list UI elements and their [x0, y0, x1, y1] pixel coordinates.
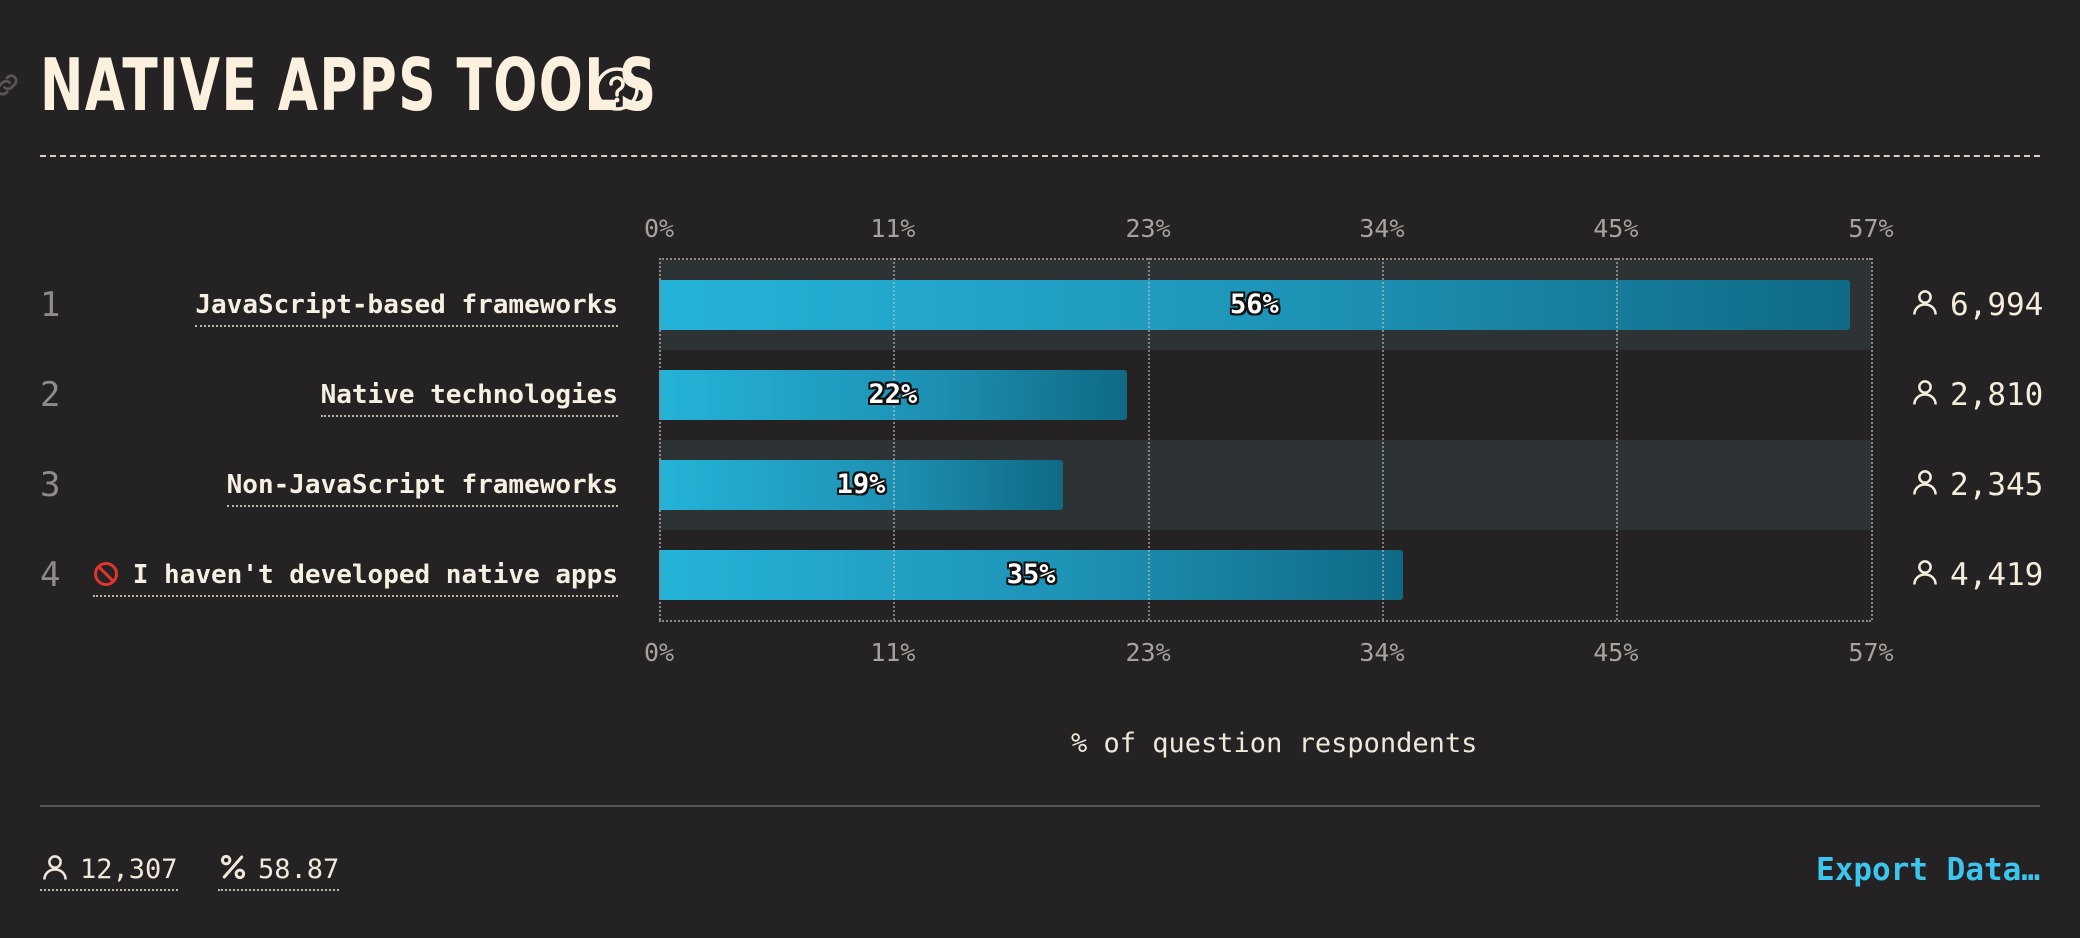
respondent-count-value: 2,810: [1950, 377, 2044, 413]
tick-label-top: 57%: [1848, 214, 1894, 243]
export-data-button[interactable]: Export Data…: [1816, 852, 2040, 888]
tick-label-top: 11%: [870, 214, 916, 243]
row-rank: 4: [40, 555, 61, 595]
prohibited-icon: [93, 562, 118, 586]
bar[interactable]: [659, 550, 1404, 600]
respondents-count: 12,307: [80, 854, 178, 885]
category-label[interactable]: JavaScript-based frameworks: [195, 285, 618, 327]
bar-value-label: 56%: [1229, 289, 1279, 320]
gridline: [1871, 258, 1873, 620]
category-label[interactable]: Native technologies: [320, 375, 618, 417]
question-circle-icon[interactable]: [594, 66, 640, 112]
row-rank: 1: [40, 285, 61, 325]
tick-label-top: 45%: [1593, 214, 1639, 243]
gridline: [659, 258, 661, 620]
tick-label-top: 23%: [1125, 214, 1171, 243]
row-rank: 3: [40, 465, 61, 505]
footer-divider: [40, 805, 2040, 807]
tick-label-top: 34%: [1359, 214, 1405, 243]
user-icon: [1913, 380, 1937, 405]
tick-label-bottom: 23%: [1125, 638, 1171, 667]
category-label[interactable]: Non-JavaScript frameworks: [226, 465, 618, 507]
user-icon: [1913, 290, 1937, 315]
respondent-count: 6,994: [1910, 260, 2043, 350]
bar-value-label: 22%: [868, 379, 918, 410]
category-label-text: Native technologies: [320, 380, 618, 410]
respondent-count-value: 2,345: [1950, 467, 2044, 503]
percentage-stat[interactable]: 58.87: [218, 852, 340, 891]
page-title: NATIVE APPS TOOLS: [40, 43, 658, 127]
user-icon: [43, 855, 67, 880]
gridline: [1615, 258, 1618, 620]
gridline: [1148, 258, 1151, 620]
link-icon[interactable]: [0, 70, 22, 100]
bar-value-label: 19%: [836, 469, 886, 500]
respondent-count-value: 6,994: [1950, 287, 2044, 323]
category-label[interactable]: I haven't developed native apps: [92, 555, 618, 597]
respondent-count-value: 4,419: [1950, 557, 2044, 593]
x-axis-title: % of question respondents: [1071, 728, 1478, 759]
respondent-count: 2,345: [1910, 440, 2043, 530]
tick-label-bottom: 57%: [1848, 638, 1894, 667]
tick-label-bottom: 0%: [643, 638, 675, 667]
bar[interactable]: [659, 460, 1063, 510]
respondent-count: 2,810: [1910, 350, 2043, 440]
respondent-count: 4,419: [1910, 530, 2043, 620]
tick-label-bottom: 45%: [1593, 638, 1639, 667]
bar-value-label: 35%: [1006, 559, 1056, 590]
header-divider: [40, 155, 2040, 157]
tick-label-top: 0%: [643, 214, 675, 243]
gridline: [1381, 258, 1384, 620]
axis-line-top: [659, 258, 1871, 260]
axis-line-bottom: [659, 620, 1871, 622]
bar[interactable]: [659, 280, 1850, 330]
row-rank: 2: [40, 375, 61, 415]
percentage-value: 58.87: [258, 854, 340, 885]
percent-icon: [220, 854, 246, 880]
user-icon: [1913, 470, 1937, 495]
category-label-text: I haven't developed native apps: [132, 560, 618, 590]
tick-label-bottom: 11%: [870, 638, 916, 667]
category-label-text: Non-JavaScript frameworks: [226, 470, 618, 500]
category-label-text: JavaScript-based frameworks: [195, 290, 618, 320]
respondents-stat[interactable]: 12,307: [40, 852, 178, 891]
user-icon: [1913, 560, 1937, 585]
gridline: [892, 258, 895, 620]
tick-label-bottom: 34%: [1359, 638, 1405, 667]
